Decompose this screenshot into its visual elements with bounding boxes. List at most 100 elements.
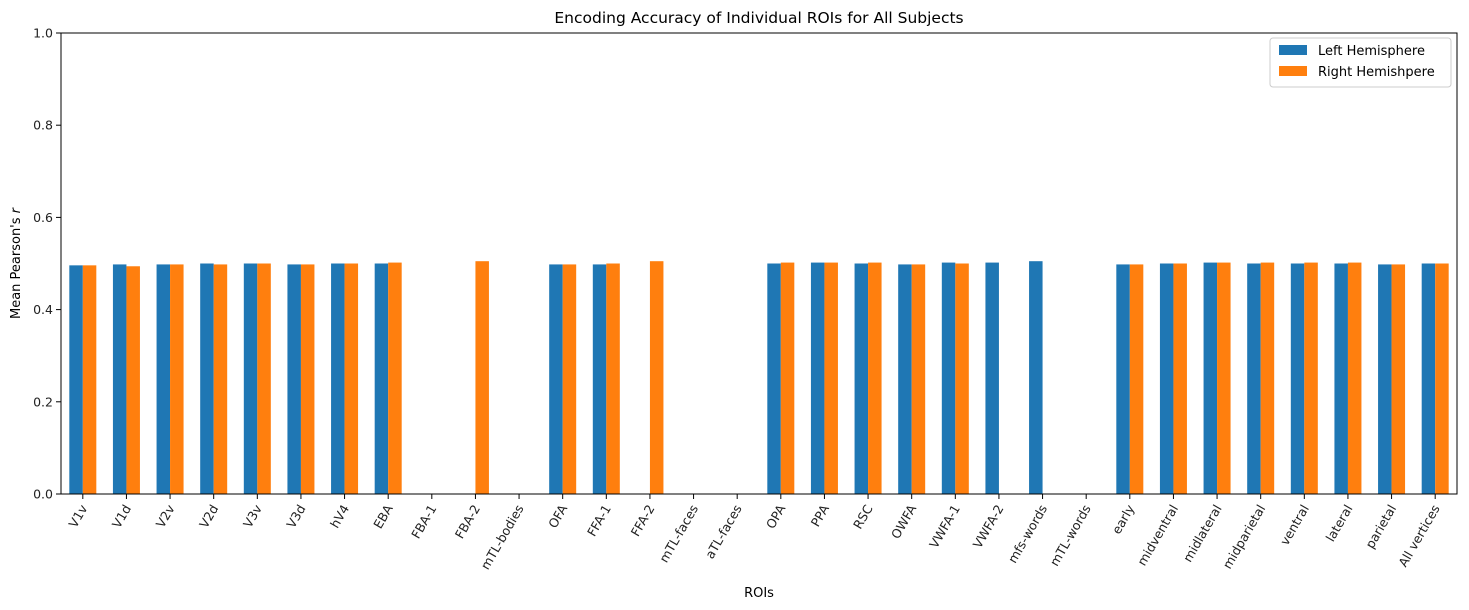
x-tick-label-ofa: OFA: [545, 502, 570, 531]
legend-label-left-hemisphere: Left Hemisphere: [1318, 44, 1425, 59]
x-tick-label-ffa-2: FFA-2: [628, 502, 658, 539]
x-tick-label-ppa: PPA: [808, 502, 833, 530]
legend: Left Hemisphere Right Hemishpere: [1269, 37, 1452, 88]
x-tick-label-midparietal: midparietal: [1220, 502, 1269, 571]
x-tick-label-early: early: [1109, 501, 1138, 536]
x-tick-label-ventral: ventral: [1277, 502, 1312, 548]
bar-right-hemishpere-early: [1129, 264, 1144, 494]
bar-left-hemisphere-v2v: [156, 264, 171, 494]
bar-right-hemishpere-ffa-2: [649, 261, 664, 494]
bar-right-hemishpere-hv4: [344, 263, 359, 494]
legend-swatch-right-hemisphere: [1279, 66, 1307, 76]
x-tick-label-v3v: V3v: [240, 501, 265, 530]
x-tick-label-vwfa-1: VWFA-1: [926, 502, 963, 551]
bar-left-hemisphere-ventral: [1290, 263, 1305, 494]
bar-left-hemisphere-midlateral: [1203, 262, 1218, 494]
y-axis-label: Mean Pearson's r: [9, 206, 24, 319]
bar-left-hemisphere-v3v: [243, 263, 258, 494]
y-tick-label: 0.6: [33, 210, 53, 225]
bar-right-hemishpere-all-vertices: [1435, 263, 1449, 494]
bars-layer: [69, 261, 1449, 494]
x-tick-label-midventral: midventral: [1134, 502, 1181, 568]
bar-right-hemishpere-opa: [780, 262, 795, 494]
x-tick-label-rsc: RSC: [850, 502, 876, 532]
x-tick-label-v2d: V2d: [196, 502, 221, 531]
x-tick-label-all-vertices: All vertices: [1395, 502, 1443, 569]
bar-left-hemisphere-ffa-1: [592, 264, 607, 494]
bar-right-hemishpere-lateral: [1347, 262, 1362, 494]
x-tick-label-ffa-1: FFA-1: [584, 502, 614, 539]
bar-left-hemisphere-vwfa-1: [941, 262, 956, 494]
y-tick-label: 0.8: [33, 118, 53, 133]
bar-left-hemisphere-ppa: [810, 262, 825, 494]
x-tick-label-owfa: OWFA: [888, 502, 920, 542]
x-tick-label-opa: OPA: [763, 502, 789, 532]
bar-left-hemisphere-all-vertices: [1421, 263, 1436, 494]
bar-left-hemisphere-v1d: [112, 264, 127, 494]
x-tick-label-v2v: V2v: [153, 501, 178, 530]
bar-right-hemishpere-midventral: [1173, 263, 1187, 494]
x-tick-label-fba-1: FBA-1: [408, 502, 439, 541]
bar-right-hemishpere-v3d: [300, 264, 315, 494]
chart-title: Encoding Accuracy of Individual ROIs for…: [554, 9, 963, 27]
x-tick-label-v1v: V1v: [65, 501, 90, 530]
bar-right-hemishpere-vwfa-1: [955, 263, 969, 494]
x-tick-label-eba: EBA: [370, 502, 396, 532]
bar-right-hemishpere-eba: [388, 262, 402, 494]
x-tick-label-lateral: lateral: [1323, 502, 1356, 544]
x-axis: V1v V1d V2v V2d V3v V3d hV4 EBA FBA-1 FBA-2mTL-bo…: [65, 494, 1443, 572]
x-tick-label-v3d: V3d: [283, 502, 308, 531]
y-tick-label: 0.4: [33, 302, 53, 317]
x-tick-label-atl-faces: aTL-faces: [702, 502, 745, 561]
y-tick-label: 0.2: [33, 394, 53, 409]
bar-right-hemishpere-v3v: [257, 263, 271, 494]
plot-frame: [60, 32, 1458, 495]
x-tick-label-mtl-faces: mTL-faces: [656, 502, 701, 565]
bar-left-hemisphere-v1v: [69, 265, 83, 494]
bar-left-hemisphere-vwfa-2: [985, 262, 999, 494]
bar-left-hemisphere-ofa: [549, 264, 563, 494]
bar-left-hemisphere-owfa: [898, 264, 912, 494]
bar-left-hemisphere-lateral: [1334, 263, 1348, 494]
x-tick-label-parietal: parietal: [1362, 502, 1399, 551]
y-tick-label: 1.0: [33, 26, 53, 41]
bar-right-hemishpere-ventral: [1304, 262, 1318, 494]
x-tick-label-vwfa-2: VWFA-2: [970, 502, 1007, 551]
bar-left-hemisphere-hv4: [331, 263, 345, 494]
bar-right-hemishpere-ffa-1: [606, 263, 620, 494]
bar-right-hemishpere-v2d: [213, 264, 228, 494]
bar-right-hemishpere-v2v: [170, 264, 184, 494]
x-axis-label: ROIs: [744, 586, 774, 601]
bar-right-hemishpere-v1v: [82, 265, 97, 494]
bar-left-hemisphere-rsc: [854, 263, 869, 494]
bar-right-hemishpere-ofa: [562, 264, 577, 494]
bar-right-hemishpere-midlateral: [1217, 262, 1231, 494]
x-tick-label-mfs-words: mfs-words: [1005, 502, 1050, 566]
bar-left-hemisphere-midventral: [1159, 263, 1174, 494]
bar-right-hemishpere-ppa: [824, 262, 838, 494]
bar-left-hemisphere-mfs-words: [1029, 261, 1043, 494]
x-tick-label-midlateral: midlateral: [1180, 502, 1225, 565]
legend-label-right-hemisphere: Right Hemishpere: [1318, 65, 1435, 80]
bar-left-hemisphere-early: [1116, 264, 1130, 494]
legend-frame: [1269, 37, 1452, 88]
bar-right-hemishpere-midparietal: [1260, 262, 1275, 494]
bar-left-hemisphere-opa: [767, 263, 781, 494]
legend-swatch-left-hemisphere: [1279, 45, 1307, 55]
bar-left-hemisphere-parietal: [1378, 264, 1392, 494]
x-tick-label-fba-2: FBA-2: [452, 502, 483, 541]
x-tick-label-mtl-words: mTL-words: [1047, 502, 1094, 569]
y-tick-label: 0.0: [33, 487, 53, 502]
bar-right-hemishpere-owfa: [911, 264, 926, 494]
x-tick-label-v1d: V1d: [109, 502, 134, 531]
bar-left-hemisphere-v2d: [200, 263, 214, 494]
x-tick-label-mtl-bodies: mTL-bodies: [478, 502, 527, 572]
y-axis: 0.0 0.2 0.4 0.6 0.8 1.0: [33, 26, 61, 502]
bar-right-hemishpere-parietal: [1391, 264, 1406, 494]
bar-right-hemishpere-rsc: [868, 262, 882, 494]
bar-right-hemishpere-fba-2: [475, 261, 489, 494]
bar-left-hemisphere-midparietal: [1247, 263, 1261, 494]
bar-left-hemisphere-eba: [374, 263, 389, 494]
x-tick-label-hv4: hV4: [327, 502, 352, 531]
